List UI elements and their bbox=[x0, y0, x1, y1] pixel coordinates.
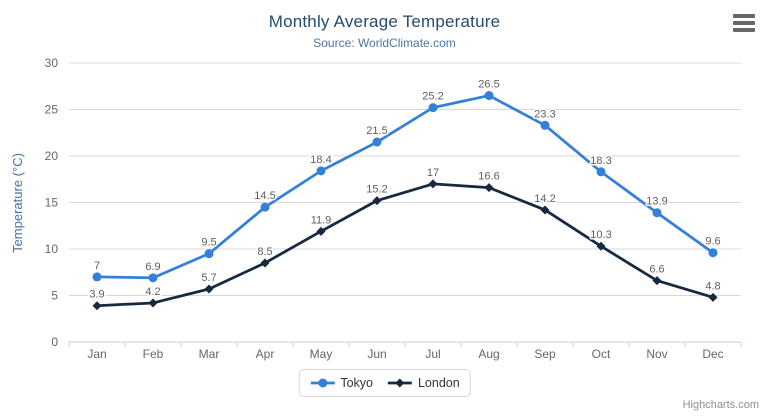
data-point-london-may[interactable] bbox=[316, 226, 326, 236]
legend-label-london: London bbox=[417, 376, 460, 390]
data-label: 18.3 bbox=[590, 155, 611, 167]
tokyo-series-marker-icon bbox=[310, 378, 335, 388]
data-point-tokyo-mar[interactable] bbox=[204, 249, 214, 259]
data-label: 26.5 bbox=[478, 79, 499, 91]
data-point-london-feb[interactable] bbox=[148, 298, 158, 308]
data-point-tokyo-dec[interactable] bbox=[708, 248, 718, 258]
legend-item-tokyo[interactable]: Tokyo bbox=[309, 376, 373, 390]
series-layer bbox=[92, 91, 718, 311]
data-point-london-jan[interactable] bbox=[92, 301, 102, 311]
data-point-london-dec[interactable] bbox=[708, 292, 718, 302]
y-axis-tick-label: 20 bbox=[45, 149, 59, 163]
legend-item-london[interactable]: London bbox=[387, 376, 460, 390]
data-point-tokyo-nov[interactable] bbox=[652, 208, 662, 218]
legend-marker-symbol[interactable] bbox=[395, 378, 405, 388]
y-axis-tick-label: 25 bbox=[45, 103, 59, 117]
data-label: 10.3 bbox=[590, 229, 611, 241]
chart-subtitle: Source: WorldClimate.com bbox=[313, 36, 456, 50]
data-point-london-aug[interactable] bbox=[484, 183, 494, 193]
data-point-tokyo-jul[interactable] bbox=[428, 103, 438, 113]
data-point-london-apr[interactable] bbox=[260, 258, 270, 268]
data-point-tokyo-may[interactable] bbox=[316, 166, 326, 176]
y-axis-tick-label: 5 bbox=[51, 289, 58, 303]
x-axis-tick-label: Apr bbox=[256, 347, 275, 361]
london-series-marker-icon bbox=[387, 378, 412, 388]
hamburger-menu-icon[interactable] bbox=[733, 14, 757, 32]
data-point-tokyo-jun[interactable] bbox=[372, 137, 382, 147]
y-axis-tick-label: 30 bbox=[45, 56, 59, 70]
data-label: 16.6 bbox=[478, 171, 499, 183]
data-label: 4.8 bbox=[705, 280, 720, 292]
y-axis-title: Temperature (°C) bbox=[10, 153, 25, 253]
data-point-london-sep[interactable] bbox=[540, 205, 550, 215]
data-point-tokyo-jan[interactable] bbox=[92, 272, 102, 282]
x-axis-tick-label: Feb bbox=[143, 347, 164, 361]
data-point-london-jul[interactable] bbox=[428, 179, 438, 189]
x-axis-tick-label: Dec bbox=[702, 347, 723, 361]
data-label: 4.2 bbox=[145, 286, 160, 298]
data-label: 15.2 bbox=[366, 184, 387, 196]
legend-label-tokyo: Tokyo bbox=[340, 376, 373, 390]
y-axis-tick-label: 10 bbox=[45, 242, 59, 256]
data-point-london-nov[interactable] bbox=[652, 276, 662, 286]
y-axis-tick-label: 15 bbox=[45, 196, 59, 210]
data-label: 5.7 bbox=[201, 272, 216, 284]
grid-layer: 0 5 10 15 20 25 30 bbox=[45, 56, 741, 349]
hamburger-bar bbox=[733, 14, 755, 18]
x-axis-tick-label: Nov bbox=[646, 347, 667, 361]
x-axis-tick-label: Oct bbox=[592, 347, 611, 361]
data-label: 17 bbox=[427, 167, 439, 179]
chart-title: Monthly Average Temperature bbox=[268, 12, 501, 31]
series-line-london[interactable] bbox=[95, 182, 715, 308]
data-point-tokyo-oct[interactable] bbox=[596, 167, 606, 177]
x-axis-tick-label: Jan bbox=[87, 347, 106, 361]
x-axis-tick-label: Sep bbox=[534, 347, 556, 361]
x-axis: Jan Feb Mar Apr May Jun Jul Aug Sep Oct Nov Dec bbox=[68, 341, 742, 361]
data-label: 14.5 bbox=[254, 190, 275, 202]
series-line-tokyo[interactable] bbox=[95, 94, 715, 280]
x-axis-tick-label: May bbox=[310, 347, 333, 361]
x-axis-tick-label: Mar bbox=[199, 347, 220, 361]
data-label: 6.9 bbox=[145, 261, 160, 273]
data-point-tokyo-apr[interactable] bbox=[260, 202, 270, 212]
x-axis-tick-label: Aug bbox=[478, 347, 499, 361]
data-point-london-mar[interactable] bbox=[204, 284, 214, 294]
legend: Tokyo London bbox=[298, 369, 471, 397]
data-label: 11.9 bbox=[311, 214, 332, 226]
data-point-tokyo-aug[interactable] bbox=[484, 91, 494, 101]
data-point-london-oct[interactable] bbox=[596, 241, 606, 251]
x-axis-tick-label: Jul bbox=[425, 347, 440, 361]
data-label: 13.9 bbox=[646, 196, 667, 208]
data-label: 8.5 bbox=[257, 246, 272, 258]
data-point-tokyo-feb[interactable] bbox=[148, 273, 158, 283]
x-axis-tick-label: Jun bbox=[367, 347, 386, 361]
data-label: 3.9 bbox=[89, 289, 104, 301]
data-point-london-jun[interactable] bbox=[372, 196, 382, 206]
data-label: 14.2 bbox=[534, 193, 555, 205]
data-label: 9.5 bbox=[201, 237, 216, 249]
data-label: 18.4 bbox=[310, 154, 331, 166]
hamburger-bar bbox=[733, 21, 755, 25]
data-label: 9.6 bbox=[705, 236, 720, 248]
credits-link[interactable]: Highcharts.com bbox=[682, 399, 759, 411]
data-point-tokyo-sep[interactable] bbox=[540, 120, 550, 130]
data-labels-layer: 7 6.9 9.5 14.5 18.4 21.5 25.2 26.5 23.3 18.3 13.9 9… bbox=[88, 77, 722, 302]
data-label: 25.2 bbox=[422, 91, 443, 103]
data-label: 23.3 bbox=[534, 108, 555, 120]
y-axis-tick-label: 0 bbox=[51, 335, 58, 349]
hamburger-bar bbox=[733, 28, 755, 32]
legend-marker-symbol[interactable] bbox=[317, 378, 327, 388]
data-label: 6.6 bbox=[649, 264, 664, 276]
data-label: 21.5 bbox=[366, 125, 387, 137]
data-label: 7 bbox=[94, 260, 100, 272]
